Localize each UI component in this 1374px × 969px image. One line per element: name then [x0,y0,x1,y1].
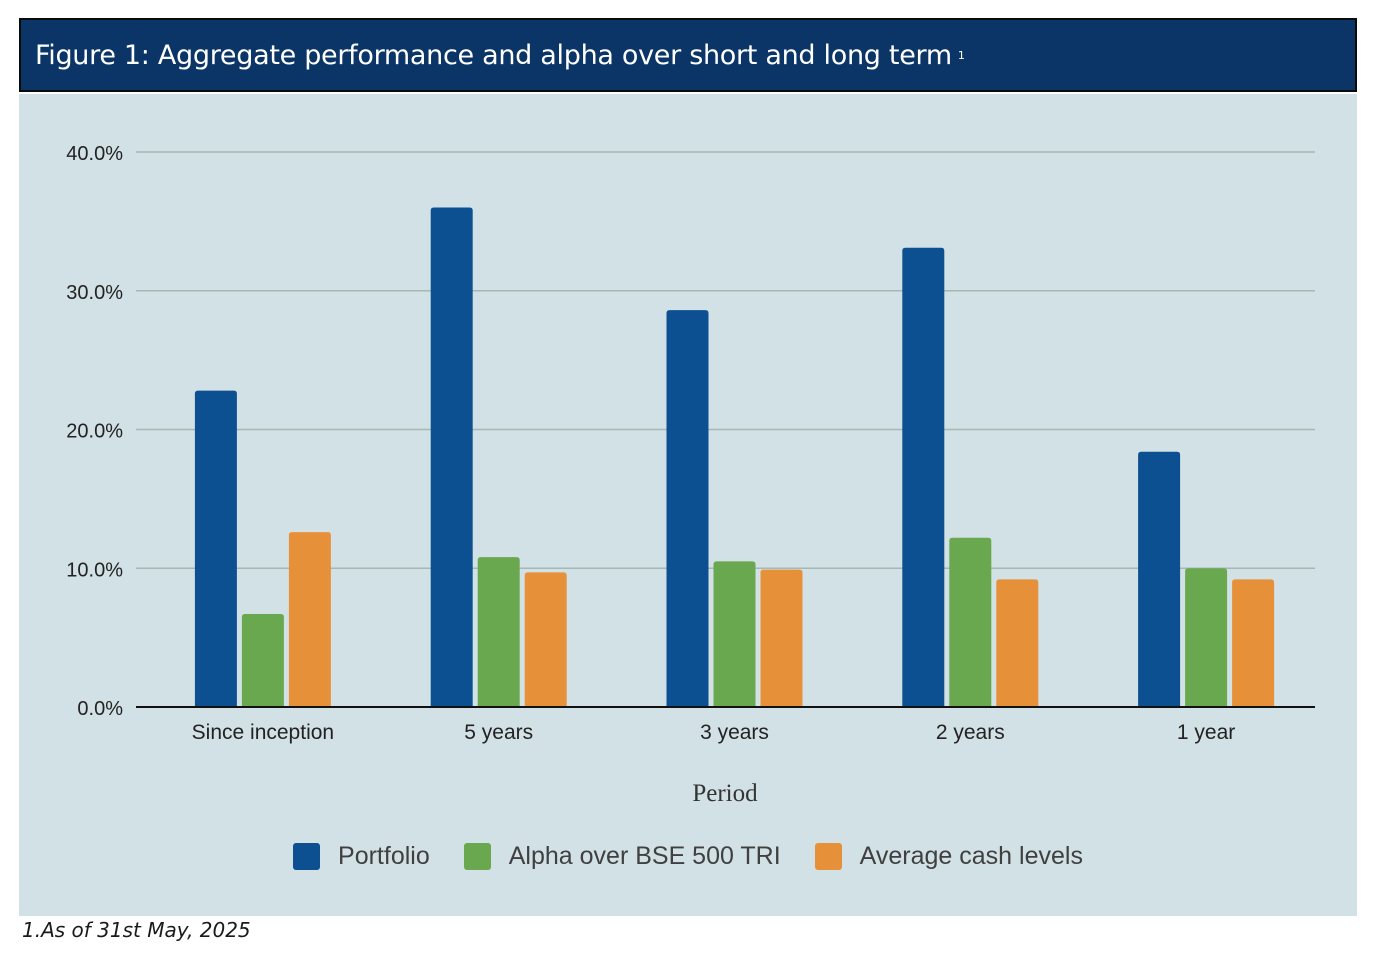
bar-portfolio [902,247,945,708]
bar-alpha [713,561,756,707]
x-tick-label: Since inception [192,721,334,744]
legend-swatch-portfolio [293,843,321,870]
bar-cash [524,572,567,707]
bar-alpha [241,614,284,707]
bar-alpha [477,557,520,707]
figure-title: Figure 1: Aggregate performance and alph… [35,39,952,71]
figure-title-footnote-marker: 1 [957,48,965,62]
bar-portfolio [194,390,237,707]
x-axis-title: Period [692,780,758,807]
bar-chart: 0.0% 10.0% 20.0% 30.0% 40.0% Since inception 5… [66,143,1315,744]
x-tick-label: 1 year [1177,721,1235,744]
y-tick-label: 30.0% [66,282,123,304]
bar-alpha [949,537,992,707]
legend-item-portfolio: Portfolio [293,842,430,871]
footnote: 1.As of 31st May, 2025 [22,918,251,942]
legend-item-cash: Average cash levels [814,842,1083,871]
y-tick-label: 10.0% [66,559,123,581]
legend-swatch-cash [814,843,842,870]
bar-cash [1232,579,1275,707]
bar-cash [288,532,331,707]
y-tick-label: 20.0% [66,421,123,443]
chart-legend: Portfolio Alpha over BSE 500 TRI Average… [19,842,1357,871]
chart-area: 0.0% 10.0% 20.0% 30.0% 40.0% Since inception 5… [19,94,1357,916]
bar-cash [760,569,803,707]
bar-alpha [1185,568,1228,707]
legend-swatch-alpha [463,843,491,870]
bar-portfolio [666,310,709,707]
figure-title-bar: Figure 1: Aggregate performance and alph… [19,18,1357,92]
legend-label-portfolio: Portfolio [338,842,430,870]
bar-portfolio [1138,451,1181,707]
bar-cash [996,579,1039,707]
legend-item-alpha: Alpha over BSE 500 TRI [463,842,781,871]
y-tick-label: 0.0% [77,698,123,720]
legend-label-cash: Average cash levels [859,842,1083,870]
legend-label-alpha: Alpha over BSE 500 TRI [508,842,781,870]
bar-portfolio [430,207,473,707]
x-tick-label: 2 years [936,721,1005,744]
x-tick-label: 5 years [464,721,533,744]
y-tick-label: 40.0% [66,143,123,165]
x-tick-label: 3 years [700,721,769,744]
